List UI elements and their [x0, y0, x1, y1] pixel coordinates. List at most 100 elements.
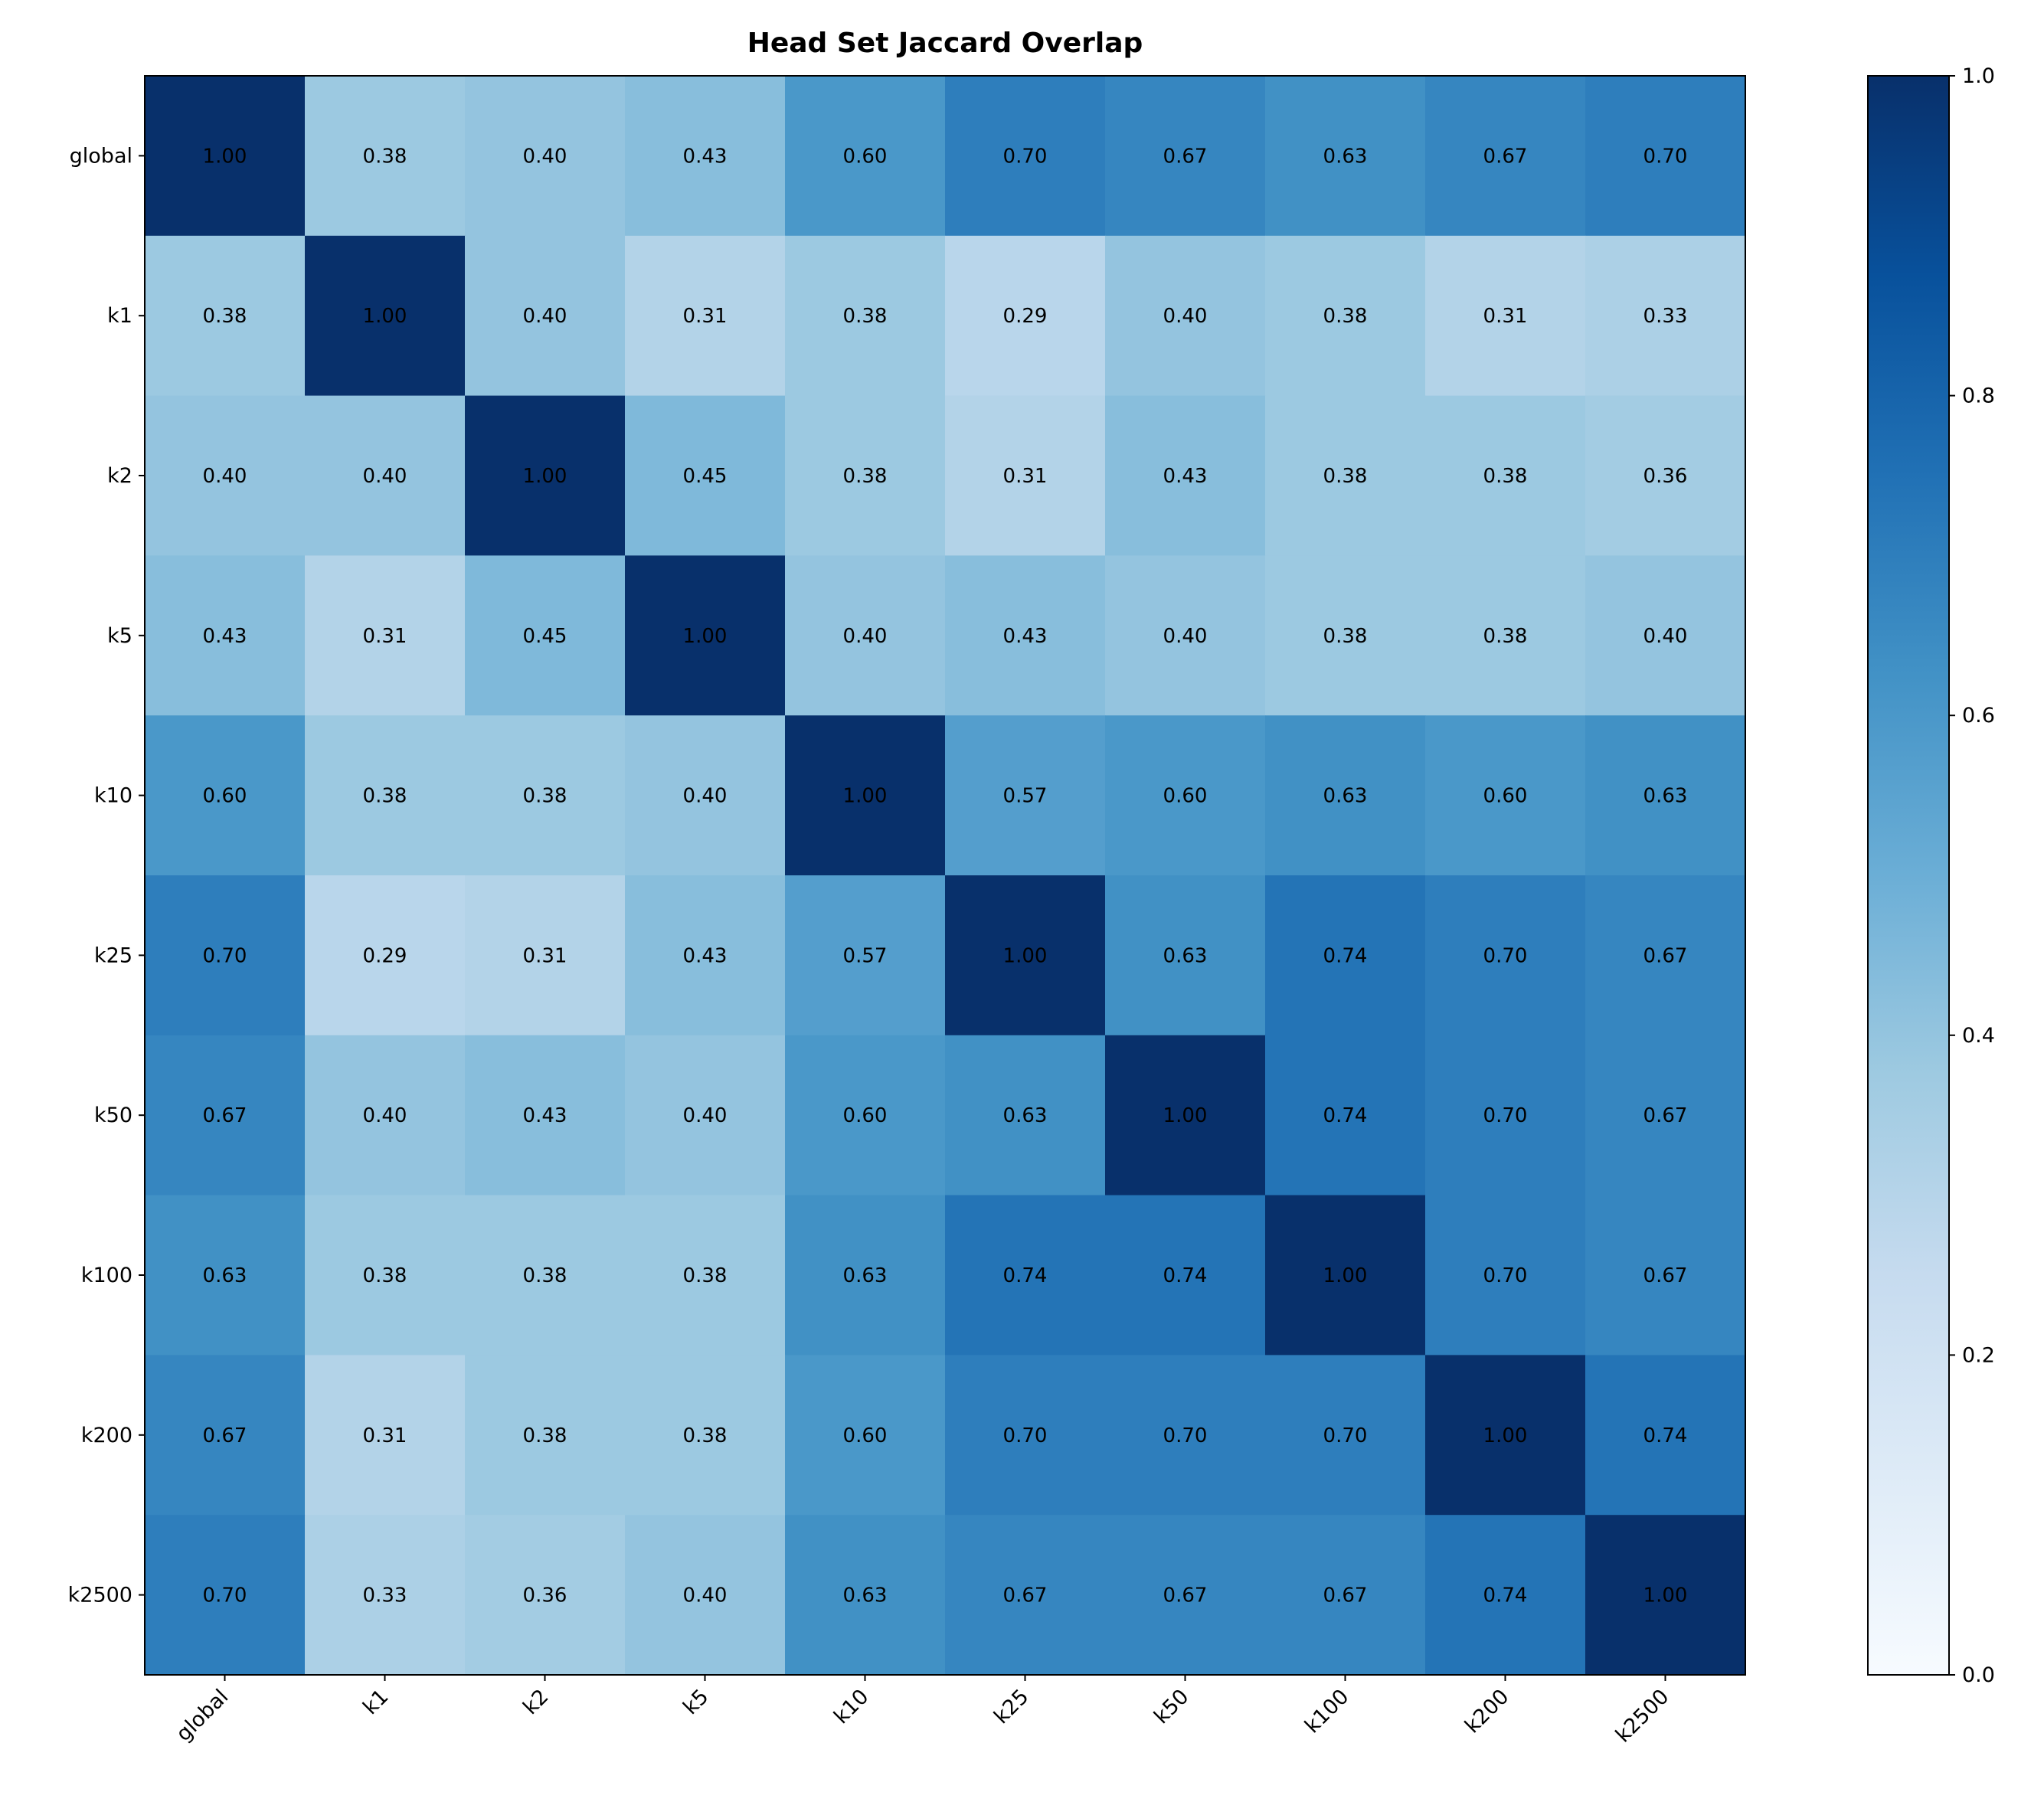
heatmap-cell: [1425, 555, 1586, 716]
cell-annotation: 0.36: [523, 1584, 567, 1607]
y-tick-label: k10: [94, 784, 132, 808]
cell-annotation: 1.00: [1643, 1584, 1688, 1607]
y-tick-label: k2: [107, 464, 132, 488]
cell-annotation: 0.60: [843, 1104, 888, 1127]
heatmap-cell: [1105, 1195, 1266, 1356]
cell-annotation: 0.31: [1003, 465, 1048, 488]
cell-annotation: 0.40: [683, 1584, 728, 1607]
cell-annotation: 0.67: [1323, 1584, 1368, 1607]
cell-annotation: 0.38: [683, 1264, 728, 1287]
cell-annotation: 0.74: [1483, 1584, 1528, 1607]
cell-annotation: 0.70: [203, 1584, 247, 1607]
cell-annotation: 0.57: [843, 944, 888, 967]
cell-annotation: 0.31: [523, 944, 567, 967]
cell-annotation: 0.74: [1323, 1104, 1368, 1127]
colorbar-tick-label: 0.2: [1962, 1343, 1995, 1367]
cell-annotation: 0.60: [1483, 785, 1528, 808]
y-tick-label: k50: [94, 1104, 132, 1127]
heatmap-cell: [1425, 1035, 1586, 1196]
cell-annotation: 0.63: [1003, 1104, 1048, 1127]
heatmap-cell: [1585, 235, 1746, 397]
heatmap-cell: [945, 1515, 1106, 1676]
cell-annotation: 0.67: [203, 1424, 247, 1447]
heatmap-cell: [785, 395, 946, 556]
y-tick-label: k5: [107, 624, 132, 648]
heatmap-cell: [305, 235, 466, 397]
cell-annotation: 0.67: [1483, 145, 1528, 168]
heatmap-cell: [785, 1355, 946, 1516]
cell-annotation: 0.40: [363, 1104, 407, 1127]
x-tick-label: k200: [1460, 1685, 1513, 1738]
cell-annotation: 0.67: [203, 1104, 247, 1127]
cell-annotation: 0.38: [843, 465, 888, 488]
heatmap-cell: [1105, 1035, 1266, 1196]
heatmap-cell: [1265, 395, 1426, 556]
heatmap-cell: [305, 1195, 466, 1356]
cell-annotation: 0.43: [523, 1104, 567, 1127]
heatmap-cell: [1425, 1355, 1586, 1516]
cell-annotation: 0.33: [363, 1584, 407, 1607]
heatmap-cell: [145, 715, 306, 876]
heatmap-cell: [1585, 875, 1746, 1036]
heatmap-cell: [785, 1515, 946, 1676]
cell-annotation: 0.70: [1003, 1424, 1048, 1447]
cell-annotation: 0.38: [1323, 305, 1368, 328]
x-tick-label: k10: [829, 1685, 873, 1728]
cell-annotation: 0.40: [203, 465, 247, 488]
heatmap-cell: [305, 1515, 466, 1676]
heatmap-cell: [145, 395, 306, 556]
cell-annotation: 0.31: [363, 1424, 407, 1447]
cell-annotation: 0.40: [363, 465, 407, 488]
heatmap-cell: [1105, 1515, 1266, 1676]
heatmap-cell: [145, 1355, 306, 1516]
heatmap-cell: [785, 715, 946, 876]
cell-annotation: 0.63: [843, 1264, 888, 1287]
heatmap-cell: [1425, 875, 1586, 1036]
cell-annotation: 0.70: [1163, 1424, 1208, 1447]
cell-annotation: 0.38: [1483, 625, 1528, 648]
cell-annotation: 0.74: [1643, 1424, 1688, 1447]
heatmap-cell: [1585, 715, 1746, 876]
cell-annotation: 0.38: [1323, 625, 1368, 648]
heatmap-cell: [1425, 1195, 1586, 1356]
heatmap-cell: [1105, 555, 1266, 716]
x-tick-label: k25: [989, 1685, 1033, 1728]
cell-annotation: 0.67: [1163, 145, 1208, 168]
heatmap-cell: [1585, 1195, 1746, 1356]
cell-annotation: 0.40: [1643, 625, 1688, 648]
cell-annotation: 0.40: [683, 1104, 728, 1127]
heatmap-cell: [1265, 235, 1426, 397]
cell-annotation: 0.70: [1003, 145, 1048, 168]
cell-annotation: 0.60: [1163, 785, 1208, 808]
heatmap-cell: [1585, 1355, 1746, 1516]
heatmap-cell: [1105, 875, 1266, 1036]
heatmap-cell: [625, 555, 786, 716]
y-tick-label: global: [70, 144, 132, 168]
heatmap-cell: [945, 555, 1106, 716]
heatmap-cell: [145, 76, 306, 237]
heatmap-cell: [465, 1195, 626, 1356]
colorbar-tick-label: 0.0: [1962, 1663, 1995, 1687]
cell-annotation: 1.00: [1163, 1104, 1208, 1127]
heatmap-cell: [305, 875, 466, 1036]
heatmap-cell: [625, 1195, 786, 1356]
heatmap-cell: [1425, 76, 1586, 237]
cell-annotation: 0.70: [1483, 1264, 1528, 1287]
heatmap-cell: [465, 875, 626, 1036]
colorbar-tick-label: 0.4: [1962, 1024, 1995, 1048]
heatmap-cell: [945, 715, 1106, 876]
heatmap-cell: [945, 76, 1106, 237]
cell-annotation: 0.74: [1163, 1264, 1208, 1287]
cell-annotation: 0.67: [1163, 1584, 1208, 1607]
y-tick-label: k25: [94, 943, 132, 967]
heatmap-cell: [1105, 715, 1266, 876]
heatmap-cell: [1585, 1515, 1746, 1676]
heatmap-cell: [465, 1515, 626, 1676]
cell-annotation: 0.63: [1163, 944, 1208, 967]
cell-annotation: 1.00: [523, 465, 567, 488]
heatmap-cell: [945, 1195, 1106, 1356]
heatmap-cell: [465, 1355, 626, 1516]
heatmap-cell: [145, 1035, 306, 1196]
cell-annotation: 0.38: [523, 1264, 567, 1287]
heatmap-cell: [145, 875, 306, 1036]
